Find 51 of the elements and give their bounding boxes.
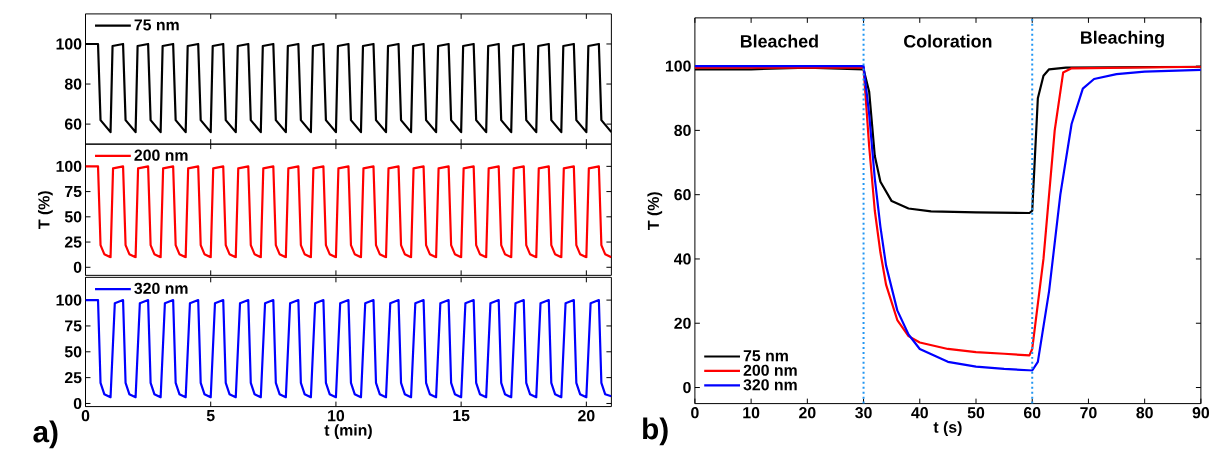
y-tick-label: 75 — [65, 185, 82, 197]
legend-label: 320 nm — [743, 379, 797, 391]
legend-label: 75 nm — [743, 350, 788, 362]
y-tick-label: 60 — [64, 118, 82, 130]
y-tick-label: 0 — [73, 261, 82, 273]
y-tick-label: 0 — [73, 397, 82, 409]
x-tick-label: 5 — [206, 409, 215, 422]
x-tick-label: 20 — [578, 409, 595, 422]
annotation: Coloration — [904, 34, 992, 48]
x-tick-label: 40 — [911, 407, 928, 419]
y-tick-label: 100 — [56, 160, 82, 172]
x-tick-label: 90 — [1192, 407, 1210, 419]
y-tick-label: 75 — [65, 320, 82, 332]
x-tick-label: 70 — [1080, 407, 1097, 419]
y-tick-label: 50 — [64, 211, 82, 223]
x-tick-label: 50 — [967, 407, 985, 419]
legend-label: 320 nm — [134, 282, 188, 294]
x-tick-label: 20 — [799, 407, 816, 419]
y-tick-label: 100 — [56, 294, 82, 306]
line-series — [85, 165, 612, 259]
x-tick-label: 10 — [328, 409, 345, 422]
y-tick-label: 25 — [64, 236, 82, 248]
y-tick-label: 40 — [674, 253, 691, 265]
line-series — [85, 298, 612, 399]
x-tick-label: 30 — [855, 407, 872, 419]
x-tick-label: 0 — [81, 409, 90, 422]
annotation: Bleaching — [1081, 30, 1164, 48]
y-tick-label: 80 — [674, 124, 691, 136]
y-tick-label: 100 — [665, 60, 691, 72]
x-tick-label: 15 — [453, 409, 470, 422]
text: a) — [33, 420, 58, 449]
y-tick-label: 20 — [674, 317, 691, 329]
y-tick-label: 25 — [64, 371, 82, 384]
x-tick-label: 80 — [1136, 407, 1153, 419]
x-axis-title: t (min) — [324, 424, 372, 439]
legend-label: 200 nm — [743, 364, 797, 376]
legend-label: 75 nm — [134, 19, 179, 31]
y-tick-label: 0 — [683, 381, 691, 394]
annotation: Bleached — [740, 34, 818, 48]
text: b) — [643, 417, 668, 446]
y-tick-label: 80 — [64, 78, 82, 90]
x-tick-label: 10 — [743, 407, 760, 419]
y-axis-title: T (%) — [647, 192, 663, 230]
y-tick-label: 60 — [674, 188, 691, 201]
x-tick-label: 60 — [1023, 407, 1041, 419]
y-axis-title: T (%) — [37, 191, 53, 229]
y-tick-label: 50 — [64, 346, 82, 358]
y-tick-label: 100 — [56, 38, 82, 50]
x-axis-title: t (s) — [933, 421, 962, 436]
x-tick-label: 0 — [691, 407, 699, 419]
legend-label: 200 nm — [134, 149, 188, 161]
